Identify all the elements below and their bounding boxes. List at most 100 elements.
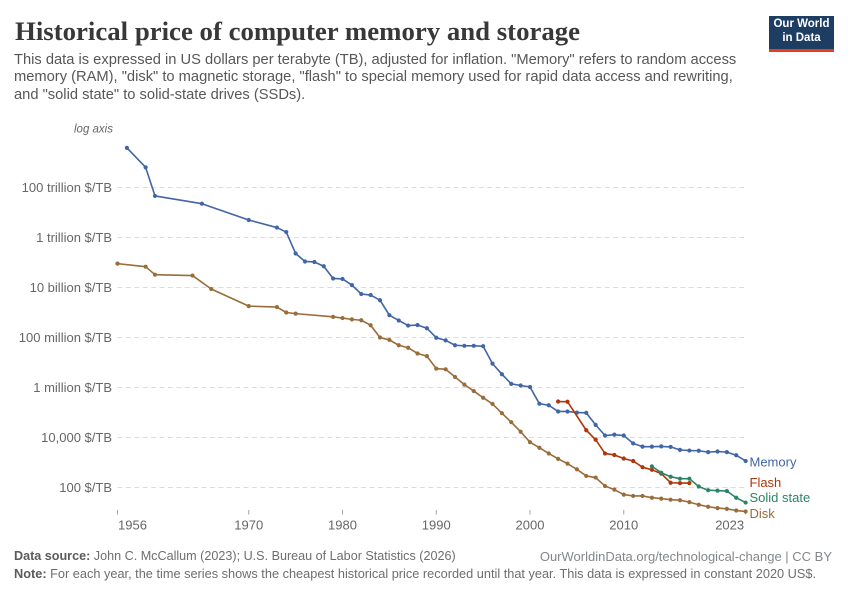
series-point[interactable] xyxy=(696,502,701,507)
series-point[interactable] xyxy=(715,488,720,493)
series-point[interactable] xyxy=(621,456,626,461)
series-point[interactable] xyxy=(246,304,251,309)
series-point[interactable] xyxy=(293,251,298,256)
series-point[interactable] xyxy=(584,473,589,479)
series-point[interactable] xyxy=(602,433,608,438)
series-point[interactable] xyxy=(659,470,664,475)
series-point[interactable] xyxy=(387,337,392,343)
series-point[interactable] xyxy=(471,388,476,394)
series-point[interactable] xyxy=(452,374,458,380)
series-point[interactable] xyxy=(649,495,654,500)
series-point[interactable] xyxy=(734,495,739,500)
series-point[interactable] xyxy=(546,403,551,408)
series-point[interactable] xyxy=(349,282,354,288)
series-point[interactable] xyxy=(687,481,692,486)
series-point[interactable] xyxy=(706,504,711,509)
series-point[interactable] xyxy=(481,395,486,400)
series-point[interactable] xyxy=(199,201,204,206)
series-point[interactable] xyxy=(415,322,420,328)
series-point[interactable] xyxy=(321,264,326,269)
series-point[interactable] xyxy=(556,399,561,404)
owid-logo[interactable]: Our World in Data xyxy=(769,16,834,52)
series-point[interactable] xyxy=(565,399,570,404)
series-point[interactable] xyxy=(687,448,692,453)
series-point[interactable] xyxy=(668,444,673,450)
series-point[interactable] xyxy=(331,314,336,319)
series-point[interactable] xyxy=(462,343,467,348)
series-point[interactable] xyxy=(743,509,748,514)
series-point[interactable] xyxy=(415,351,420,356)
series-point[interactable] xyxy=(443,367,448,372)
series-point[interactable] xyxy=(584,410,589,415)
series-line-memory[interactable] xyxy=(126,147,747,462)
series-point[interactable] xyxy=(546,451,551,456)
series-point[interactable] xyxy=(499,372,504,377)
series-point[interactable] xyxy=(246,217,251,223)
series-point[interactable] xyxy=(706,488,711,493)
series-point[interactable] xyxy=(152,272,158,277)
series-point[interactable] xyxy=(593,475,598,480)
series-point[interactable] xyxy=(696,484,701,489)
series-point[interactable] xyxy=(377,335,383,340)
series-point[interactable] xyxy=(312,259,317,265)
series-point[interactable] xyxy=(434,335,439,340)
series-point[interactable] xyxy=(602,483,608,489)
series-point[interactable] xyxy=(612,432,617,437)
series-point[interactable] xyxy=(509,381,514,386)
footer-link[interactable]: OurWorldinData.org/technological-change … xyxy=(539,548,832,564)
series-point[interactable] xyxy=(490,361,495,366)
series-point[interactable] xyxy=(424,354,429,359)
series-point[interactable] xyxy=(668,480,673,485)
series-point[interactable] xyxy=(340,315,345,321)
series-point[interactable] xyxy=(621,492,626,497)
series-point[interactable] xyxy=(490,401,495,407)
series-point[interactable] xyxy=(537,445,542,450)
series-point[interactable] xyxy=(677,498,683,503)
series-point[interactable] xyxy=(724,488,729,494)
series-point[interactable] xyxy=(659,444,664,449)
series-point[interactable] xyxy=(443,338,448,343)
series-point[interactable] xyxy=(424,326,429,331)
series-point[interactable] xyxy=(715,449,720,454)
series-point[interactable] xyxy=(612,487,617,492)
series-point[interactable] xyxy=(584,428,589,433)
series-point[interactable] xyxy=(715,506,720,511)
series-point[interactable] xyxy=(471,343,476,348)
series-point[interactable] xyxy=(481,344,486,349)
series-point[interactable] xyxy=(649,467,654,472)
series-point[interactable] xyxy=(556,409,561,414)
series-point[interactable] xyxy=(452,343,458,348)
series-point[interactable] xyxy=(743,458,748,464)
series-point[interactable] xyxy=(677,481,683,486)
series-point[interactable] xyxy=(677,447,683,452)
series-point[interactable] xyxy=(396,318,401,323)
series-point[interactable] xyxy=(565,461,570,466)
series-point[interactable] xyxy=(509,420,514,425)
series-point[interactable] xyxy=(668,474,673,479)
series-line-flash[interactable] xyxy=(557,400,691,484)
series-point[interactable] xyxy=(368,323,373,328)
series-point[interactable] xyxy=(574,467,579,472)
series-point[interactable] xyxy=(340,276,345,282)
series-point[interactable] xyxy=(527,440,533,445)
series-point[interactable] xyxy=(190,273,195,278)
series-point[interactable] xyxy=(143,264,148,269)
series-point[interactable] xyxy=(640,444,645,449)
series-point[interactable] xyxy=(734,453,739,458)
series-point[interactable] xyxy=(152,193,158,199)
series-point[interactable] xyxy=(631,458,636,464)
series-point[interactable] xyxy=(659,496,664,501)
series-point[interactable] xyxy=(115,261,120,266)
series-point[interactable] xyxy=(743,500,748,505)
series-point[interactable] xyxy=(284,229,289,235)
series-point[interactable] xyxy=(377,298,383,303)
series-point[interactable] xyxy=(696,448,701,453)
series-point[interactable] xyxy=(359,291,364,297)
series-point[interactable] xyxy=(499,411,504,416)
series-point[interactable] xyxy=(349,317,354,322)
series-point[interactable] xyxy=(406,323,411,328)
series-point[interactable] xyxy=(602,451,608,456)
series-point[interactable] xyxy=(434,366,439,371)
series-point[interactable] xyxy=(331,276,336,281)
